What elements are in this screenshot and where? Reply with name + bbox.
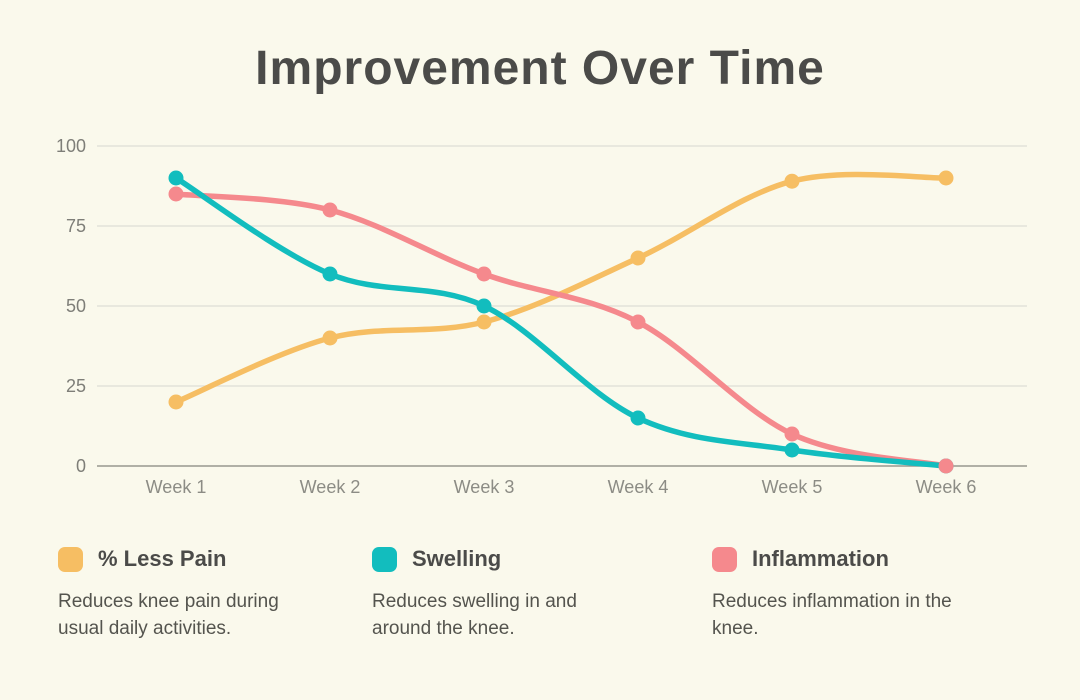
legend-item-less-pain: % Less Pain Reduces knee pain during usu… — [58, 546, 358, 642]
data-point — [630, 410, 646, 426]
legend-desc-line: Reduces swelling in and — [372, 591, 577, 612]
x-tick-week-6: Week 6 — [916, 477, 977, 497]
legend-label: % Less Pain — [98, 546, 227, 571]
x-tick-week-5: Week 5 — [762, 477, 823, 497]
x-axis-labels: Week 1 Week 2 Week 3 Week 4 Week 5 Week … — [146, 477, 977, 497]
legend-desc-line: knee. — [712, 618, 759, 639]
swelling-swatch-icon — [372, 546, 397, 572]
legend-desc-line: around the knee. — [372, 618, 515, 639]
legend-description: Reduces knee pain during usual daily act… — [58, 588, 358, 642]
legend-description: Reduces inflammation in the knee. — [712, 588, 1032, 642]
y-tick-75: 75 — [66, 216, 86, 236]
legend-head: % Less Pain — [58, 546, 358, 572]
series-line-1 — [173, 175, 949, 469]
data-point — [322, 266, 338, 282]
data-point — [476, 298, 492, 314]
data-point — [938, 170, 954, 186]
x-tick-week-2: Week 2 — [300, 477, 361, 497]
y-tick-0: 0 — [76, 456, 86, 476]
series-line-0 — [173, 171, 949, 405]
data-point — [784, 173, 800, 189]
data-point — [784, 442, 800, 458]
y-tick-50: 50 — [66, 296, 86, 316]
data-point — [168, 170, 184, 186]
gridlines — [97, 145, 1027, 467]
x-tick-week-1: Week 1 — [146, 477, 207, 497]
inflammation-swatch-icon — [712, 546, 737, 572]
data-point — [322, 202, 338, 218]
chart-legend: % Less Pain Reduces knee pain during usu… — [0, 546, 1080, 666]
legend-desc-line: Reduces knee pain during — [58, 591, 279, 612]
page-title: Improvement Over Time — [255, 42, 825, 95]
x-tick-week-4: Week 4 — [608, 477, 669, 497]
data-point — [168, 394, 184, 410]
line-chart: 100 75 50 25 0 Week 1 Week 2 Week 3 Week… — [56, 136, 1027, 497]
legend-head: Inflammation — [712, 546, 1032, 572]
less-pain-swatch-icon — [58, 546, 83, 572]
x-tick-week-3: Week 3 — [454, 477, 515, 497]
y-tick-100: 100 — [56, 136, 86, 156]
legend-description: Reduces swelling in and around the knee. — [372, 588, 672, 642]
y-tick-25: 25 — [66, 376, 86, 396]
series-lines — [173, 171, 949, 469]
legend-item-swelling: Swelling Reduces swelling in and around … — [372, 546, 672, 642]
legend-desc-line: usual daily activities. — [58, 618, 232, 639]
legend-label: Swelling — [412, 546, 502, 571]
y-axis-labels: 100 75 50 25 0 — [56, 136, 86, 476]
legend-head: Swelling — [372, 546, 672, 572]
data-point — [168, 186, 184, 202]
legend-desc-line: Reduces inflammation in the — [712, 591, 952, 612]
data-point — [784, 426, 800, 442]
data-point — [630, 314, 646, 330]
legend-label: Inflammation — [752, 546, 889, 571]
data-point — [322, 330, 338, 346]
data-point — [476, 266, 492, 282]
series-line-2 — [173, 191, 949, 469]
legend-item-inflammation: Inflammation Reduces inflammation in the… — [712, 546, 1032, 642]
data-point — [630, 250, 646, 266]
data-point — [938, 458, 954, 474]
data-point — [476, 314, 492, 330]
series-dots — [168, 170, 954, 474]
